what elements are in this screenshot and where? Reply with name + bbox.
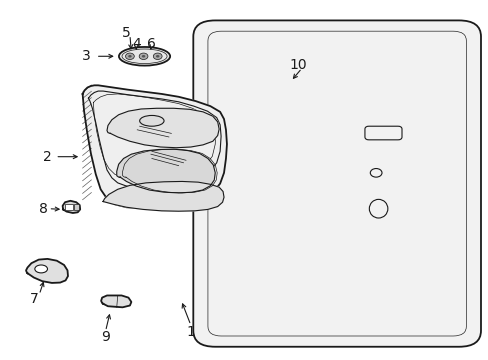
Polygon shape bbox=[101, 296, 131, 307]
Circle shape bbox=[142, 55, 145, 58]
Polygon shape bbox=[62, 201, 80, 213]
Text: 9: 9 bbox=[101, 330, 110, 344]
Text: 7: 7 bbox=[29, 292, 38, 306]
Ellipse shape bbox=[122, 49, 167, 64]
Ellipse shape bbox=[140, 116, 163, 126]
Polygon shape bbox=[26, 259, 68, 283]
Text: 6: 6 bbox=[147, 37, 156, 51]
FancyBboxPatch shape bbox=[364, 126, 401, 140]
Circle shape bbox=[153, 53, 162, 59]
Polygon shape bbox=[117, 149, 215, 193]
Circle shape bbox=[156, 55, 159, 58]
FancyBboxPatch shape bbox=[74, 204, 79, 210]
Circle shape bbox=[125, 53, 134, 59]
Text: 3: 3 bbox=[81, 49, 90, 63]
Polygon shape bbox=[107, 108, 219, 148]
Ellipse shape bbox=[35, 265, 47, 273]
Polygon shape bbox=[82, 85, 226, 208]
Ellipse shape bbox=[119, 47, 170, 66]
Polygon shape bbox=[103, 181, 224, 211]
Text: 10: 10 bbox=[289, 58, 306, 72]
Text: 2: 2 bbox=[42, 150, 51, 164]
Circle shape bbox=[369, 168, 381, 177]
Text: 1: 1 bbox=[186, 325, 195, 339]
FancyBboxPatch shape bbox=[193, 21, 480, 347]
Text: 4: 4 bbox=[132, 37, 141, 51]
Text: 5: 5 bbox=[122, 26, 131, 40]
FancyBboxPatch shape bbox=[64, 204, 73, 210]
Text: 8: 8 bbox=[39, 202, 48, 216]
Circle shape bbox=[139, 53, 148, 59]
Circle shape bbox=[128, 55, 131, 58]
FancyBboxPatch shape bbox=[207, 31, 466, 336]
Ellipse shape bbox=[368, 199, 387, 218]
